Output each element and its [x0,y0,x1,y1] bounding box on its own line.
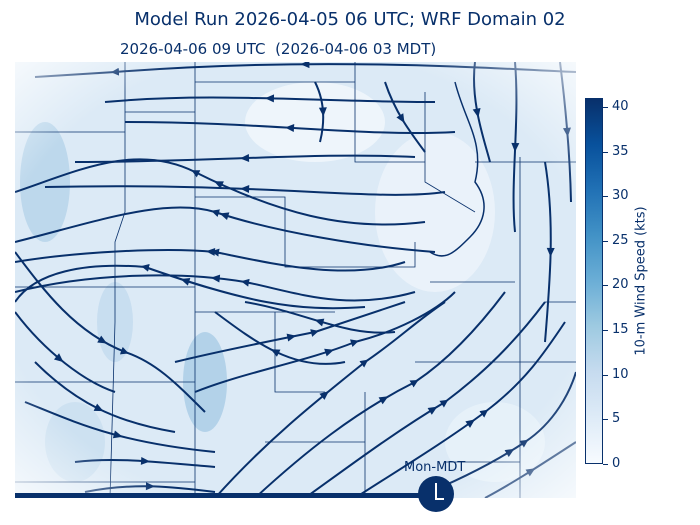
colorbar-tick-label: 25 [612,232,629,248]
wind-streamline-map [15,62,576,498]
colorbar-tick-label: 35 [612,143,629,159]
clock-icon [418,476,454,512]
colorbar-tick-label: 30 [612,188,629,204]
figure-title: Model Run 2026-04-05 06 UTC; WRF Domain … [134,9,566,30]
valid-time-subtitle: 2026-04-06 09 UTC (2026-04-06 03 MDT) [120,40,437,58]
colorbar-label: 10-m Wind Speed (kts) [633,206,649,356]
colorbar [585,98,603,464]
time-progress-bar [15,493,435,498]
colorbar-tick-label: 20 [612,277,629,293]
colorbar-tick [603,285,608,287]
colorbar-tick-label: 5 [612,411,621,427]
colorbar-tick [603,330,608,332]
colorbar-tick [603,196,608,198]
colorbar-tick-label: 40 [612,98,629,114]
colorbar-tick-label: 15 [612,322,629,338]
colorbar-tick-label: 0 [612,456,621,471]
colorbar-tick [603,464,608,465]
colorbar-tick [603,374,608,376]
colorbar-tick [603,240,608,242]
colorbar-tick [603,106,608,108]
timezone-label: Mon-MDT [404,460,466,475]
colorbar-tick [603,151,608,153]
colorbar-tick-label: 10 [612,366,629,382]
map-edge-fade [15,62,576,498]
colorbar-tick [603,419,608,421]
